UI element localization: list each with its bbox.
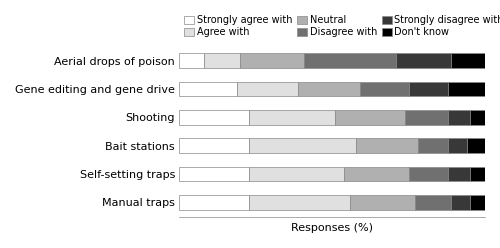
Bar: [179, 195, 250, 210]
Bar: [179, 53, 204, 68]
Bar: [335, 110, 406, 125]
Bar: [350, 195, 414, 210]
Bar: [179, 138, 250, 153]
Bar: [448, 110, 469, 125]
Bar: [466, 138, 485, 153]
Legend: Strongly agree with, Agree with, Neutral, Disagree with, Strongly disagree with,: Strongly agree with, Agree with, Neutral…: [184, 15, 500, 37]
Bar: [408, 167, 449, 181]
Bar: [396, 53, 452, 68]
Bar: [344, 167, 408, 181]
Bar: [356, 138, 418, 153]
Bar: [250, 110, 335, 125]
Bar: [470, 167, 485, 181]
Bar: [414, 195, 452, 210]
Bar: [470, 195, 485, 210]
Bar: [250, 167, 344, 181]
Bar: [452, 53, 485, 68]
X-axis label: Responses (%): Responses (%): [291, 223, 373, 233]
Bar: [250, 138, 356, 153]
Bar: [448, 82, 485, 96]
Bar: [179, 110, 250, 125]
Bar: [204, 53, 240, 68]
Bar: [406, 110, 448, 125]
Bar: [448, 167, 469, 181]
Bar: [179, 167, 250, 181]
Bar: [408, 82, 449, 96]
Bar: [448, 138, 466, 153]
Bar: [418, 138, 448, 153]
Bar: [452, 195, 469, 210]
Bar: [298, 82, 360, 96]
Bar: [250, 195, 350, 210]
Bar: [240, 53, 304, 68]
Bar: [304, 53, 396, 68]
Bar: [237, 82, 298, 96]
Bar: [470, 110, 485, 125]
Bar: [360, 82, 408, 96]
Bar: [179, 82, 237, 96]
